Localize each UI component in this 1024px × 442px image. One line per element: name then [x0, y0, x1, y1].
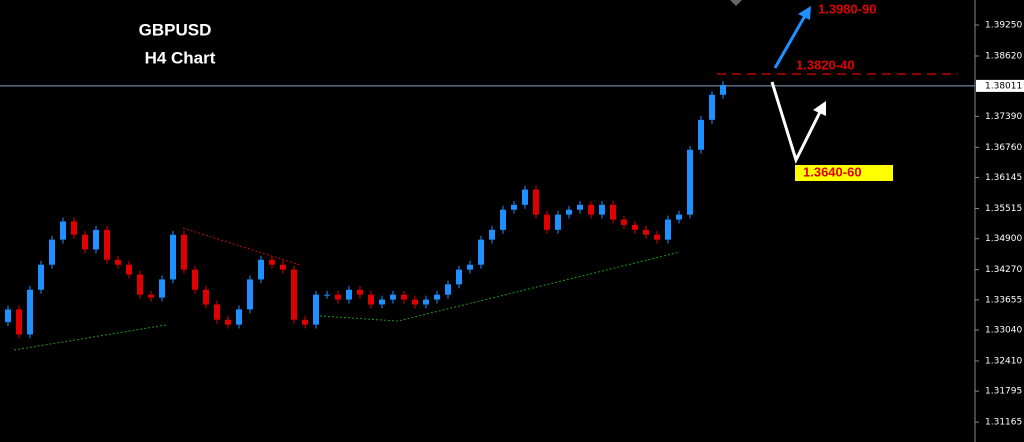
pullback-arrow — [770, 81, 823, 165]
candle-body — [159, 279, 165, 298]
candle-body — [49, 239, 55, 265]
candle-body — [522, 189, 528, 205]
y-tick-label: 1.35515 — [985, 204, 1022, 214]
candle-body — [665, 219, 671, 240]
candle-body — [368, 294, 374, 305]
candle-body — [555, 214, 561, 230]
support-label: 1.3640-60 — [803, 164, 862, 179]
y-tick-label: 1.31795 — [985, 387, 1022, 397]
candle-body — [456, 269, 462, 285]
candle-body — [346, 289, 352, 300]
candle-body — [511, 204, 517, 210]
candle-body — [687, 149, 693, 215]
bullish-arrow — [773, 13, 808, 69]
y-tick-label: 1.39250 — [985, 21, 1022, 31]
bullish-arrowhead — [798, 6, 811, 20]
candle-body — [280, 264, 286, 270]
y-tick-label: 1.33655 — [985, 295, 1022, 305]
candle-body — [412, 299, 418, 305]
candle-body — [489, 229, 495, 240]
candle-body — [313, 294, 319, 325]
candle-body — [170, 234, 176, 280]
candle-body — [16, 309, 22, 335]
support-trendline — [13, 324, 167, 351]
candle-body — [588, 204, 594, 215]
candle-body — [698, 119, 704, 150]
chart-title: GBPUSD — [139, 20, 212, 39]
current-price-box — [976, 79, 1024, 92]
candle-body — [5, 309, 11, 323]
candle-body — [291, 269, 297, 320]
pullback-arrowhead — [813, 101, 826, 116]
candle-body — [357, 289, 363, 295]
candle-body — [181, 234, 187, 270]
candle-body — [500, 209, 506, 230]
resistance-trendline — [182, 227, 301, 266]
support-label-box — [795, 165, 893, 181]
candle-body — [467, 264, 473, 270]
candle-body — [335, 294, 341, 300]
y-tick-label: 1.37390 — [985, 112, 1022, 122]
candle-body — [60, 221, 66, 240]
candle-body — [445, 284, 451, 295]
candle-body — [390, 294, 396, 300]
candle-body — [533, 189, 539, 215]
candle-body — [126, 264, 132, 275]
candle-body — [93, 229, 99, 250]
y-tick-label: 1.36145 — [985, 173, 1022, 183]
candle-body — [401, 294, 407, 300]
candle-body — [599, 204, 605, 215]
candle-body — [621, 219, 627, 225]
candle-body — [324, 294, 330, 296]
candle-body — [192, 269, 198, 290]
y-tick-label: 1.38620 — [985, 51, 1022, 61]
scroll-marker — [730, 0, 742, 6]
candle-body — [104, 229, 110, 260]
candle-body — [137, 274, 143, 295]
candle-body — [258, 259, 264, 280]
y-tick-label: 1.32410 — [985, 356, 1022, 366]
y-tick-label: 1.34270 — [985, 265, 1022, 275]
candle-body — [38, 264, 44, 290]
candle-body — [610, 204, 616, 220]
candle-body — [27, 289, 33, 335]
candle-body — [302, 319, 308, 325]
y-tick-label: 1.31165 — [985, 418, 1022, 428]
candle-body — [82, 234, 88, 250]
candle-body — [478, 239, 484, 265]
candle-body — [654, 234, 660, 240]
candle-body — [643, 229, 649, 235]
candle-body — [71, 221, 77, 235]
candle-body — [709, 94, 715, 120]
y-tick-label: 1.34900 — [985, 234, 1022, 244]
candle-body — [148, 294, 154, 298]
resistance-label: 1.3820-40 — [796, 57, 855, 72]
candle-body — [269, 259, 275, 265]
candle-body — [379, 299, 385, 305]
candle-body — [225, 319, 231, 325]
current-price-label: 1.38011 — [985, 81, 1022, 91]
candle-body — [720, 84, 726, 95]
candle-body — [423, 299, 429, 305]
candle-body — [214, 304, 220, 320]
y-tick-label: 1.36760 — [985, 143, 1022, 153]
candle-body — [115, 259, 121, 265]
candle-body — [676, 214, 682, 220]
y-tick-label: 1.33040 — [985, 326, 1022, 336]
candle-body — [577, 204, 583, 210]
candle-body — [632, 224, 638, 230]
candle-body — [247, 279, 253, 310]
candle-body — [566, 209, 572, 215]
chart-subtitle: H4 Chart — [145, 48, 216, 67]
candle-body — [203, 289, 209, 305]
candle-body — [236, 309, 242, 325]
candle-body — [434, 294, 440, 300]
target-label: 1.3980-90 — [818, 1, 877, 16]
candle-body — [544, 214, 550, 230]
